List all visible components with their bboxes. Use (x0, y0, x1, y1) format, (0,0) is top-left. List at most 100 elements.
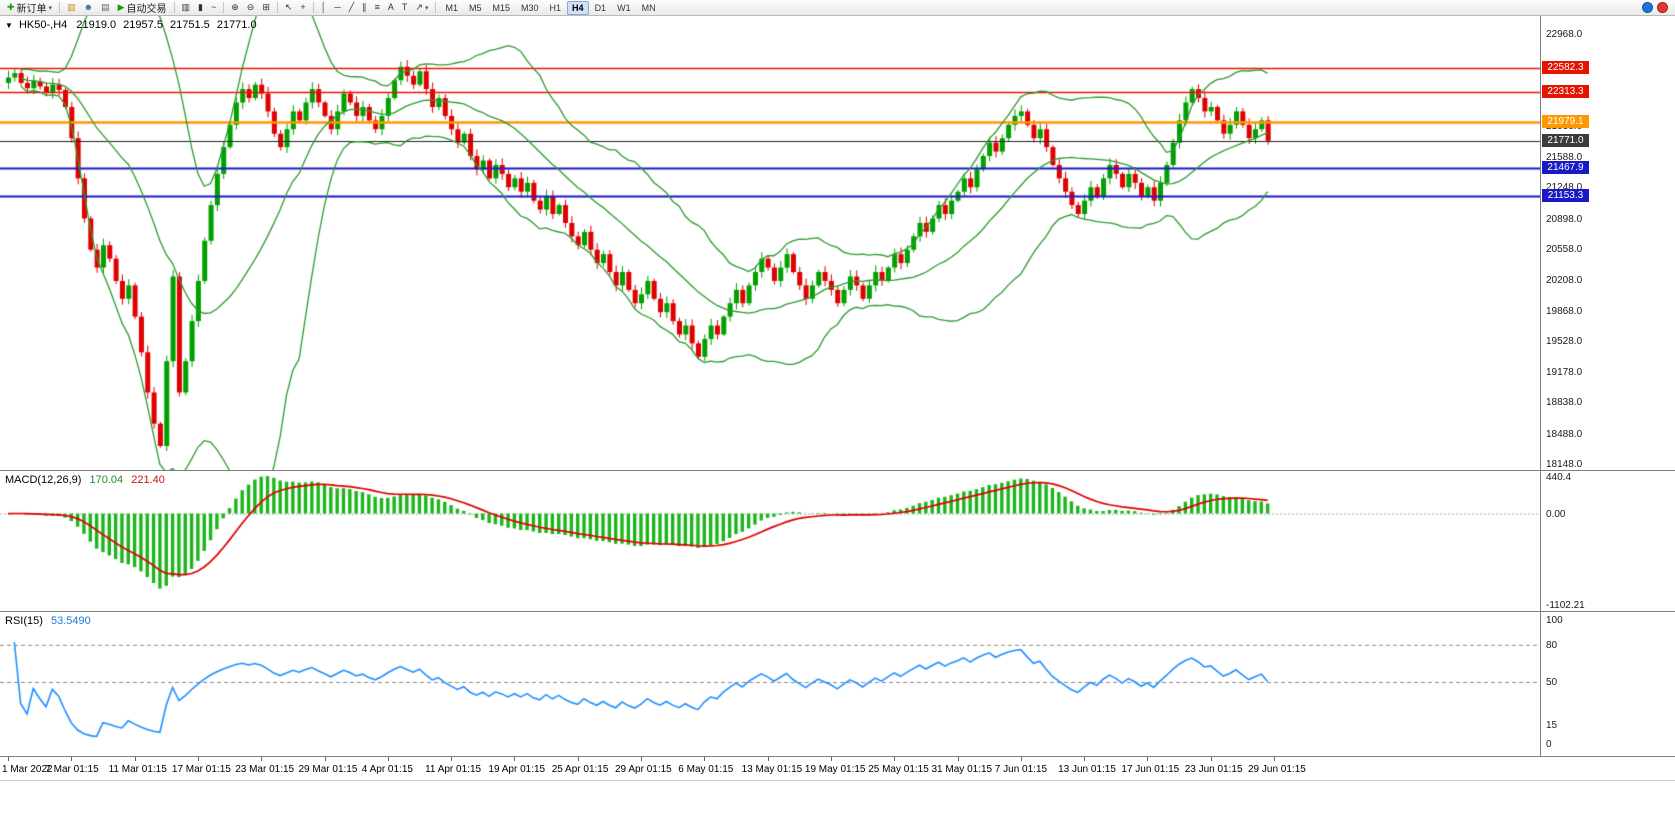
price-level-badge: 21771.0 (1542, 133, 1589, 147)
time-axis-label: 29 Mar 01:15 (298, 764, 358, 775)
rsi-canvas[interactable] (0, 612, 1540, 756)
zoom-out-icon-glyph: ⊖ (246, 2, 255, 12)
time-axis-label: 7 Mar 01:15 (45, 764, 99, 775)
time-axis-label: 11 Mar 01:15 (108, 764, 167, 775)
chart-line-icon-glyph: ~ (210, 2, 217, 12)
crosshair-icon[interactable]: + (296, 1, 309, 15)
zoom-out-icon[interactable]: ⊖ (243, 1, 259, 15)
rsi-axis-label: 15 (1546, 720, 1558, 732)
trendline-icon-glyph: ╱ (348, 2, 355, 12)
arrows-icon[interactable]: ↗ ▾ (411, 1, 432, 15)
chart-bars-icon-glyph: ▥ (181, 2, 191, 12)
time-axis-tick (1084, 757, 1086, 761)
text-icon-glyph: A (387, 2, 394, 12)
horizontal-line-icon[interactable]: ─ (330, 1, 344, 15)
label-icon[interactable]: T (398, 1, 412, 15)
text-icon[interactable]: A (384, 1, 398, 15)
time-axis: 1 Mar 2022 7 Mar 01:15 11 Mar 01:15 17 Mar … (0, 757, 1675, 781)
rsi-title: RSI(15) 53.5490 (5, 615, 91, 627)
time-axis-tick (641, 757, 642, 761)
time-axis-tick (1210, 757, 1212, 761)
timeframe-m1[interactable]: M1 (445, 2, 458, 13)
time-axis-label: 23 Jun 01:15 (1184, 764, 1243, 775)
rsi-axis-label: 100 (1546, 615, 1563, 626)
timeframe-d1[interactable]: D1 (594, 2, 607, 13)
timeframe-h1[interactable]: H1 (549, 2, 562, 13)
toolbar-separator (312, 2, 314, 13)
symbol-period-label: HK50-,H4 (18, 19, 68, 31)
collapse-icon[interactable]: ▼ (5, 21, 13, 30)
toolbar-separator (223, 2, 225, 13)
market-watch-icon[interactable]: ▥ (63, 1, 80, 15)
timeframe-m5[interactable]: M5 (468, 2, 482, 13)
time-axis-label: 19 May 01:15 (804, 764, 866, 775)
chart-candles-icon-glyph: ▮ (198, 2, 203, 12)
profile-icon-glyph: ☻ (83, 2, 94, 12)
toolbar-separator (276, 2, 278, 13)
chart-line-icon[interactable]: ~ (207, 1, 220, 15)
price-axis-label: 21248.0 (1546, 182, 1582, 193)
macd-axis-label: 0.00 (1546, 508, 1566, 520)
macd-value-1: 170.04 (89, 474, 124, 486)
vertical-line-icon[interactable]: │ (317, 1, 331, 15)
timeframe-toolbar: M1 M5 M15 M30 H1 H4 D1 W1 MN (440, 0, 660, 15)
channel-icon-glyph: ∥ (362, 2, 367, 12)
time-axis-tick (1020, 757, 1022, 761)
fibonacci-icon[interactable]: ≡ (371, 1, 384, 15)
time-axis-tick (387, 757, 389, 761)
time-axis-tick (8, 757, 9, 761)
time-axis-tick (830, 757, 832, 761)
macd-value-2: 221.40 (131, 474, 165, 486)
toolbar-separator (173, 2, 175, 13)
macd-axis: 440.4 0.00 -1102.21 (1540, 471, 1675, 611)
channel-icon[interactable]: ∥ (358, 1, 371, 15)
price-level-badge: 22582.3 (1542, 61, 1589, 75)
toolbar-buttons: ✚ 新订单 ▾ ▥ ☻ ▤ ▶ 自动交易 ▥ ▮ ~ ⊕ ⊖ ⊞ ↖ + │ ─ ╱ ∥ ≡ A T ↗ ▾ (3, 1, 439, 15)
timeframe-w1[interactable]: W1 (617, 2, 631, 13)
ohlc-high: 21957.5 (123, 19, 163, 31)
price-axis-label: 20558.0 (1546, 244, 1583, 255)
ohlc-close: 21771.0 (216, 19, 257, 31)
ohlc-low: 21751.5 (170, 19, 210, 31)
price-chart-canvas[interactable] (0, 16, 1540, 470)
timeframe-m30[interactable]: M30 (521, 2, 539, 13)
time-axis-label: 1 Mar 2022 (2, 764, 53, 775)
time-axis-label: 13 May 01:15 (741, 764, 803, 775)
terminal-icon-glyph: ▤ (101, 2, 110, 12)
macd-canvas[interactable] (0, 471, 1540, 611)
time-axis-label: 7 Jun 01:15 (994, 764, 1048, 775)
new-order-button-glyph: ✚ (7, 2, 15, 12)
tile-windows-icon[interactable]: ⊞ (258, 1, 274, 15)
community-icon[interactable] (1642, 2, 1653, 13)
chart-bars-icon[interactable]: ▥ (178, 1, 195, 15)
timeframe-h4[interactable]: H4 (567, 0, 589, 15)
time-axis-tick (451, 757, 453, 761)
horizontal-line-icon-glyph: ─ (334, 2, 341, 12)
cursor-icon-glyph: ↖ (284, 2, 293, 12)
main-chart-pane: ▼ HK50-,H4 21919.0 21957.5 21751.5 21771… (0, 16, 1675, 471)
new-order-button[interactable]: ✚ 新订单 ▾ (3, 1, 56, 16)
auto-trading-button[interactable]: ▶ 自动交易 (114, 1, 171, 16)
time-axis-label: 29 Apr 01:15 (615, 764, 672, 775)
tile-windows-icon-glyph: ⊞ (262, 2, 270, 12)
time-axis-tick (767, 757, 769, 761)
timeframe-m15[interactable]: M15 (492, 2, 511, 13)
macd-label: MACD(12,26,9) (5, 474, 82, 486)
fibonacci-icon-glyph: ≡ (374, 2, 380, 12)
cursor-icon[interactable]: ↖ (281, 1, 297, 15)
terminal-icon[interactable]: ▤ (97, 1, 114, 15)
time-axis-label: 17 Mar 01:15 (171, 764, 231, 775)
trendline-icon[interactable]: ╱ (345, 1, 358, 15)
time-axis-tick (261, 757, 263, 761)
chart-title: ▼ HK50-,H4 21919.0 21957.5 21751.5 21771… (5, 19, 257, 31)
alert-icon[interactable] (1657, 2, 1668, 13)
time-axis-tick (71, 757, 73, 761)
vertical-line-icon-glyph: │ (320, 2, 327, 12)
timeframe-mn[interactable]: MN (641, 2, 656, 13)
profile-icon[interactable]: ☻ (80, 1, 97, 15)
time-axis-tick (704, 757, 706, 761)
auto-trading-button-label: 自动交易 (126, 4, 167, 15)
time-axis-tick (894, 757, 896, 761)
zoom-in-icon[interactable]: ⊕ (227, 1, 243, 15)
chart-candles-icon[interactable]: ▮ (194, 1, 207, 15)
